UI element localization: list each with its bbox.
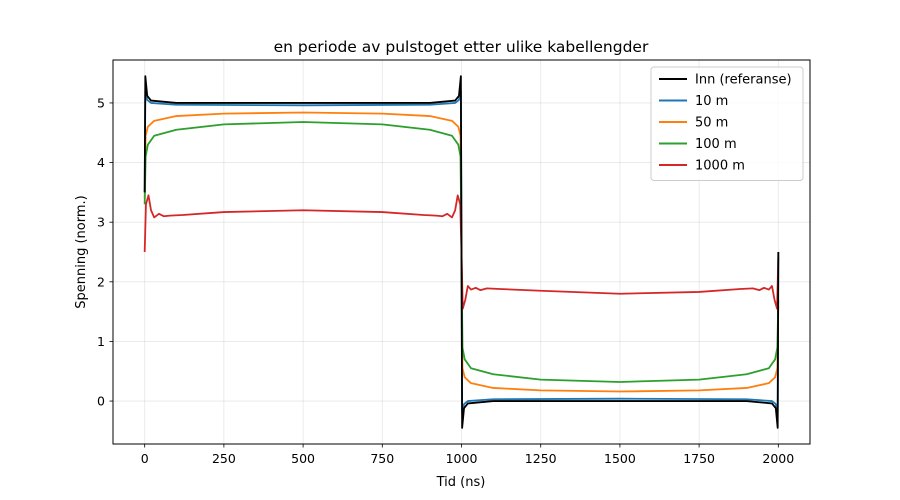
y-tick-label: 0: [97, 394, 105, 409]
y-tick-label: 3: [97, 215, 105, 230]
x-axis-label: Tid (ns): [436, 475, 486, 490]
y-axis: 0 1 2 3 4 5: [97, 95, 113, 409]
y-tick-label: 1: [97, 334, 105, 349]
legend-label: 1000 m: [695, 159, 745, 174]
y-tick-label: 2: [97, 274, 105, 289]
x-tick-label: 1250: [525, 451, 557, 466]
series-line-0: [143, 75, 780, 429]
plot-area: [143, 75, 780, 429]
y-tick-label: 4: [97, 155, 105, 170]
series-layer: [143, 75, 780, 429]
legend-label: 10 m: [695, 94, 728, 109]
x-tick-label: 500: [291, 451, 315, 466]
legend: Inn (referanse) 10 m 50 m 100 m 1000 m: [650, 66, 804, 181]
x-tick-label: 750: [370, 451, 394, 466]
legend-label: 50 m: [695, 116, 728, 131]
x-tick-label: 250: [212, 451, 236, 466]
x-tick-label: 0: [141, 451, 149, 466]
y-axis-label: Spenning (norm.): [74, 195, 89, 308]
x-axis: 0 250 500 750 1000 1250 1500 1750 2000: [141, 444, 794, 466]
x-tick-label: 1750: [683, 451, 715, 466]
x-tick-label: 1500: [604, 451, 636, 466]
x-tick-label: 1000: [446, 451, 478, 466]
y-tick-label: 5: [97, 95, 105, 110]
x-tick-label: 2000: [762, 451, 794, 466]
chart-title: en periode av pulstoget etter ulike kabe…: [274, 38, 649, 56]
legend-box: [650, 66, 804, 181]
legend-label: Inn (referanse): [695, 73, 792, 88]
legend-label: 100 m: [695, 137, 737, 152]
